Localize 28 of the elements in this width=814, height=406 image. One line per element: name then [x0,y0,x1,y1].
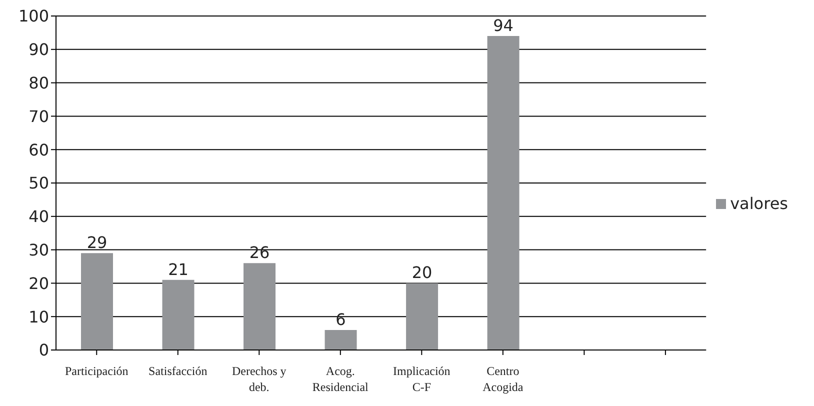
y-tick-label: 0 [38,340,49,360]
bar [487,36,520,350]
y-tick-label: 80 [28,73,49,92]
bar [406,283,438,350]
bar [244,263,276,350]
bar [324,330,357,350]
y-tick-label: 30 [28,240,49,260]
bar [81,253,113,350]
x-tick-label: Derechos y deb. [232,364,286,394]
x-tick-label: Satisfacción [148,364,208,378]
y-tick-label: 50 [28,174,49,193]
data-label: 94 [493,16,514,36]
y-tick-label: 90 [28,40,49,60]
y-tick-label: 10 [28,307,49,326]
x-tick-label: Acog. Residencial [312,364,370,394]
data-label: 21 [168,260,188,279]
legend-label: valores [730,194,788,212]
y-tick-label: 20 [28,274,49,293]
data-label: 29 [86,233,108,252]
y-tick-label: 100 [18,6,49,26]
bar [162,280,194,350]
x-tick-label: Participación [64,364,128,378]
y-tick-label: 60 [28,140,49,160]
y-tick-label: 40 [28,207,49,226]
x-tick-label: Implicación C-F [393,364,450,394]
y-tick-label: 70 [28,106,49,126]
data-label: 20 [412,263,432,282]
x-tick-label: Centro Acogida [482,364,524,394]
